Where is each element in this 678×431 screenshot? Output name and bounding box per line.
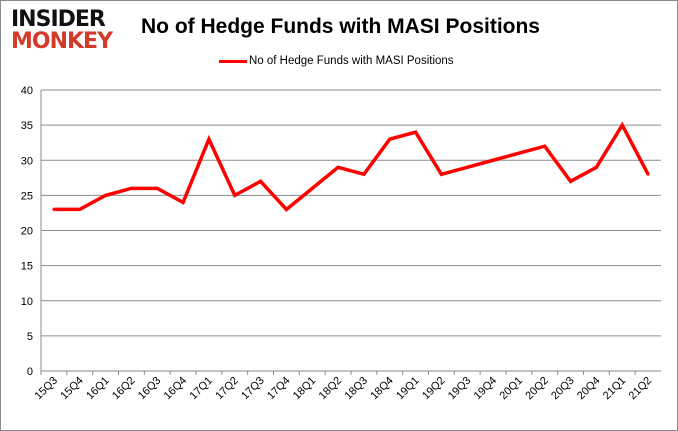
data-point [284, 207, 288, 211]
x-tick-label: 18Q1 [291, 375, 319, 403]
x-tick-label: 16Q2 [110, 375, 138, 403]
data-point [491, 158, 495, 162]
data-point [129, 186, 133, 190]
data-point [414, 130, 418, 134]
chart-title: No of Hedge Funds with MASI Positions [141, 15, 540, 38]
x-tick-label: 20Q2 [523, 375, 551, 403]
x-tick-label: 17Q2 [213, 375, 241, 403]
data-point [52, 207, 56, 211]
data-point [439, 172, 443, 176]
x-tick-label: 17Q3 [239, 375, 267, 403]
x-tick-label: 19Q2 [420, 375, 448, 403]
data-point [104, 193, 108, 197]
legend-swatch [219, 59, 247, 63]
y-tick-label: 25 [21, 190, 33, 202]
x-tick-label: 18Q3 [343, 375, 371, 403]
x-tick-label: 18Q4 [368, 375, 396, 403]
y-tick-label: 15 [21, 261, 33, 273]
x-tick-label: 16Q4 [162, 375, 190, 403]
data-point [207, 137, 211, 141]
logo-line2: MONKEY [11, 29, 113, 54]
data-point [259, 179, 263, 183]
legend: No of Hedge Funds with MASI Positions [219, 55, 454, 67]
x-tick-label: 19Q4 [472, 375, 500, 403]
data-point [517, 151, 521, 155]
x-tick-label: 20Q4 [575, 375, 603, 403]
logo-line1: INSIDER [11, 7, 106, 32]
data-point [336, 165, 340, 169]
legend-label: No of Hedge Funds with MASI Positions [249, 55, 454, 67]
data-point [594, 165, 598, 169]
data-point [181, 200, 185, 204]
y-tick-label: 35 [21, 120, 33, 132]
x-tick-label: 17Q1 [188, 375, 216, 403]
y-tick-label: 40 [21, 85, 33, 97]
data-point [388, 137, 392, 141]
data-point [620, 123, 624, 127]
x-tick-label: 16Q1 [84, 375, 112, 403]
insider-monkey-logo: INSIDER MONKEY [11, 7, 113, 54]
x-tick-label: 18Q2 [317, 375, 345, 403]
x-tick-label: 19Q3 [446, 375, 474, 403]
data-point [233, 193, 237, 197]
x-tick-label: 15Q3 [33, 375, 61, 403]
x-tick-label: 21Q2 [627, 375, 655, 403]
series-line [53, 121, 650, 212]
y-tick-label: 0 [27, 366, 33, 378]
x-tick-label: 20Q3 [549, 375, 577, 403]
data-point [646, 172, 650, 176]
x-tick-label: 20Q1 [498, 375, 526, 403]
y-tick-label: 30 [21, 155, 33, 167]
data-point [569, 179, 573, 183]
y-tick-label: 20 [21, 226, 33, 238]
data-point [543, 144, 547, 148]
x-tick-label: 21Q1 [601, 375, 629, 403]
y-tick-label: 10 [21, 296, 33, 308]
x-tick-label: 16Q3 [136, 375, 164, 403]
data-point [78, 207, 82, 211]
x-tick-label: 19Q1 [394, 375, 422, 403]
y-tick-label: 5 [27, 331, 33, 343]
data-point [362, 172, 366, 176]
data-point [155, 186, 159, 190]
x-tick-label: 17Q4 [265, 375, 293, 403]
data-point [465, 165, 469, 169]
x-tick-label: 15Q4 [58, 375, 86, 403]
data-point [310, 186, 314, 190]
